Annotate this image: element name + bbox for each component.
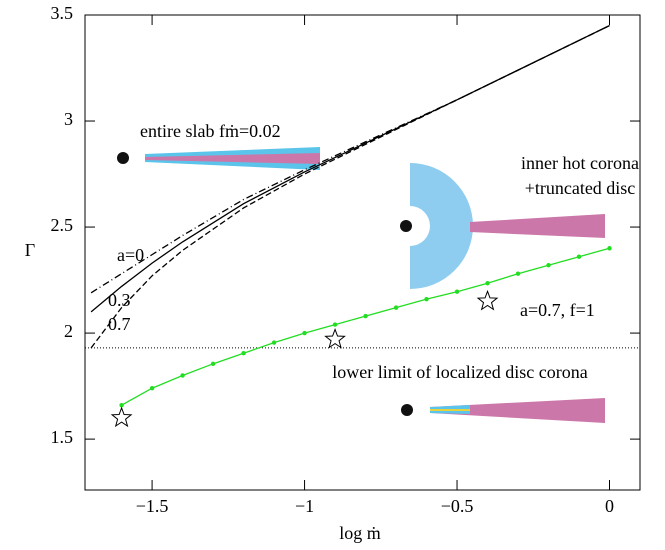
annotation: a=0 xyxy=(117,245,144,265)
series-marker xyxy=(119,402,124,408)
star-marker xyxy=(324,328,346,349)
x-tick-label: 0 xyxy=(605,496,614,516)
star-marker xyxy=(110,406,133,428)
series-marker xyxy=(424,296,429,302)
series-marker xyxy=(149,386,155,391)
annotation: entire slab fṁ=0.02 xyxy=(140,121,281,141)
x-tick-label: −0.5 xyxy=(441,496,474,516)
series-marker xyxy=(302,330,307,336)
x-tick-label: −1.5 xyxy=(136,496,169,516)
series-line xyxy=(90,25,610,294)
annotation: lower limit of localized disc corona xyxy=(332,362,587,382)
y-tick-label: 2.5 xyxy=(51,215,74,235)
corona-schematic xyxy=(400,163,605,289)
annotation: 0.7 xyxy=(108,314,131,334)
annotation: +truncated disc xyxy=(525,178,636,198)
series-marker xyxy=(180,373,185,378)
series-marker xyxy=(546,263,551,268)
local-corona-schematic xyxy=(401,398,605,423)
annotation: 0.3 xyxy=(108,290,131,310)
y-tick-label: 3 xyxy=(64,109,73,129)
y-tick-label: 1.5 xyxy=(51,427,74,447)
series-marker xyxy=(576,254,582,259)
series-marker xyxy=(485,281,490,286)
y-tick-label: 2 xyxy=(64,321,73,341)
series-marker xyxy=(271,340,277,345)
y-axis-label: Γ xyxy=(25,240,35,260)
series-marker xyxy=(454,289,460,294)
y-tick-label: 3.5 xyxy=(51,3,74,23)
series-marker xyxy=(363,313,368,319)
star-marker xyxy=(476,289,499,311)
series-marker xyxy=(210,361,216,367)
series-marker xyxy=(393,305,399,310)
series-marker xyxy=(332,322,338,327)
series-line xyxy=(90,25,610,349)
annotation: inner hot corona xyxy=(521,153,639,173)
x-tick-label: −1 xyxy=(295,496,314,516)
series-marker xyxy=(607,246,612,251)
slab-schematic xyxy=(117,147,320,170)
series-marker xyxy=(241,351,246,356)
x-axis-label: log ṁ xyxy=(339,523,381,543)
plot-frame xyxy=(84,14,641,491)
series-marker xyxy=(515,271,521,276)
annotation: a=0.7, f=1 xyxy=(520,300,595,320)
